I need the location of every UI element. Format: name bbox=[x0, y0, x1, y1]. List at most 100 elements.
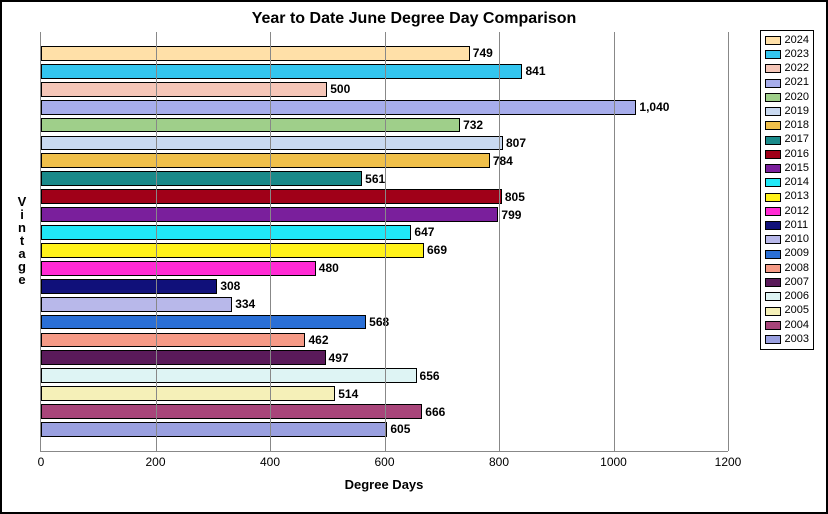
chart-title: Year to Date June Degree Day Comparison bbox=[12, 10, 816, 28]
legend-label: 2006 bbox=[785, 290, 809, 304]
bar-value-label: 666 bbox=[421, 405, 445, 419]
bar: 666 bbox=[41, 404, 422, 419]
bar: 500 bbox=[41, 82, 327, 97]
legend-item: 2024 bbox=[765, 34, 809, 48]
bar: 605 bbox=[41, 422, 387, 437]
bar: 841 bbox=[41, 64, 522, 79]
x-tick-label: 0 bbox=[38, 455, 45, 469]
legend-label: 2014 bbox=[785, 176, 809, 190]
legend-item: 2015 bbox=[765, 162, 809, 176]
legend-swatch bbox=[765, 221, 781, 230]
legend-item: 2007 bbox=[765, 276, 809, 290]
legend-label: 2024 bbox=[785, 34, 809, 48]
bar: 308 bbox=[41, 279, 217, 294]
bar-value-label: 308 bbox=[216, 279, 240, 293]
legend-swatch bbox=[765, 64, 781, 73]
legend-label: 2010 bbox=[785, 233, 809, 247]
legend-label: 2011 bbox=[785, 219, 809, 233]
bar: 784 bbox=[41, 153, 490, 168]
legend-swatch bbox=[765, 107, 781, 116]
legend-label: 2023 bbox=[785, 48, 809, 62]
legend-item: 2022 bbox=[765, 62, 809, 76]
legend-item: 2018 bbox=[765, 119, 809, 133]
bar-value-label: 568 bbox=[365, 315, 389, 329]
legend-swatch bbox=[765, 235, 781, 244]
x-tick-label: 400 bbox=[260, 455, 280, 469]
bar-value-label: 514 bbox=[334, 387, 358, 401]
legend-item: 2021 bbox=[765, 76, 809, 90]
legend-item: 2009 bbox=[765, 247, 809, 261]
x-tick-label: 1200 bbox=[715, 455, 742, 469]
bar-value-label: 500 bbox=[326, 82, 350, 96]
bar: 561 bbox=[41, 171, 362, 186]
legend-swatch bbox=[765, 193, 781, 202]
bar: 514 bbox=[41, 386, 335, 401]
legend-item: 2003 bbox=[765, 333, 809, 347]
grid-line bbox=[156, 32, 157, 451]
bar-value-label: 561 bbox=[361, 172, 385, 186]
grid-line bbox=[728, 32, 729, 451]
legend-item: 2019 bbox=[765, 105, 809, 119]
legend-label: 2009 bbox=[785, 247, 809, 261]
bar: 568 bbox=[41, 315, 366, 330]
legend-item: 2004 bbox=[765, 319, 809, 333]
bar-value-label: 805 bbox=[501, 190, 525, 204]
legend-swatch bbox=[765, 79, 781, 88]
legend: 2024202320222021202020192018201720162015… bbox=[760, 30, 814, 350]
legend-swatch bbox=[765, 136, 781, 145]
grid-line bbox=[614, 32, 615, 451]
legend-label: 2004 bbox=[785, 319, 809, 333]
bar-value-label: 841 bbox=[521, 64, 545, 78]
bar-value-label: 497 bbox=[325, 351, 349, 365]
legend-label: 2008 bbox=[785, 262, 809, 276]
legend-item: 2012 bbox=[765, 205, 809, 219]
legend-swatch bbox=[765, 150, 781, 159]
legend-swatch bbox=[765, 292, 781, 301]
bar: 334 bbox=[41, 297, 232, 312]
legend-swatch bbox=[765, 264, 781, 273]
plot-area: 7498415001,04073280778456180579964766948… bbox=[40, 32, 728, 452]
x-tick-label: 600 bbox=[374, 455, 394, 469]
bar-value-label: 784 bbox=[489, 154, 513, 168]
legend-swatch bbox=[765, 321, 781, 330]
legend-item: 2008 bbox=[765, 262, 809, 276]
bar: 1,040 bbox=[41, 100, 636, 115]
bar: 462 bbox=[41, 333, 305, 348]
bar-value-label: 647 bbox=[410, 225, 434, 239]
x-tick-label: 200 bbox=[145, 455, 165, 469]
legend-swatch bbox=[765, 207, 781, 216]
x-tick-label: 1000 bbox=[600, 455, 627, 469]
legend-label: 2007 bbox=[785, 276, 809, 290]
legend-swatch bbox=[765, 164, 781, 173]
x-tick-label: 800 bbox=[489, 455, 509, 469]
bar-value-label: 334 bbox=[231, 297, 255, 311]
bar-value-label: 749 bbox=[469, 46, 493, 60]
grid-line bbox=[270, 32, 271, 451]
bar: 749 bbox=[41, 46, 470, 61]
legend-label: 2021 bbox=[785, 76, 809, 90]
bar: 647 bbox=[41, 225, 411, 240]
bar-value-label: 807 bbox=[502, 136, 526, 150]
chart-body: Vintage 7498415001,040732807784561805799… bbox=[12, 28, 816, 492]
legend-swatch bbox=[765, 307, 781, 316]
chart-container: Year to Date June Degree Day Comparison … bbox=[0, 0, 828, 514]
legend-label: 2020 bbox=[785, 91, 809, 105]
bar-value-label: 799 bbox=[497, 208, 521, 222]
legend-label: 2015 bbox=[785, 162, 809, 176]
legend-label: 2017 bbox=[785, 133, 809, 147]
legend-label: 2013 bbox=[785, 190, 809, 204]
legend-item: 2005 bbox=[765, 304, 809, 318]
legend-item: 2017 bbox=[765, 133, 809, 147]
legend-label: 2003 bbox=[785, 333, 809, 347]
bar-value-label: 669 bbox=[423, 243, 447, 257]
bar-value-label: 605 bbox=[386, 422, 410, 436]
legend-swatch bbox=[765, 93, 781, 102]
legend-item: 2016 bbox=[765, 148, 809, 162]
x-axis-label: Degree Days bbox=[40, 477, 728, 492]
bar-value-label: 462 bbox=[304, 333, 328, 347]
y-axis-label: Vintage bbox=[12, 28, 32, 452]
legend-item: 2013 bbox=[765, 190, 809, 204]
bar-value-label: 480 bbox=[315, 261, 339, 275]
bar: 805 bbox=[41, 189, 502, 204]
legend-item: 2023 bbox=[765, 48, 809, 62]
